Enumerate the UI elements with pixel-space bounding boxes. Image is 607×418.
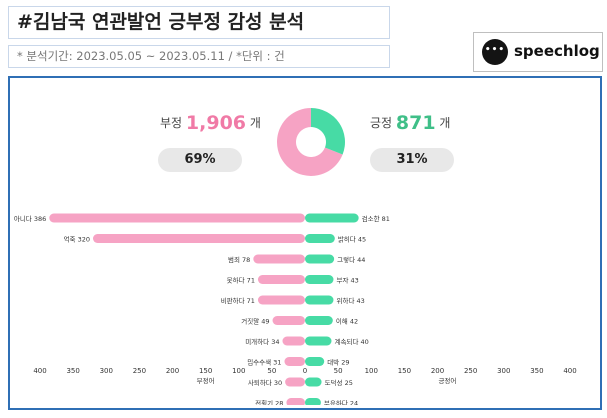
negative-percent-badge: 69% [158,148,242,172]
donut-negative-slice [277,108,343,176]
positive-count: 871 [395,112,436,134]
logo-dots: ••• [484,45,506,55]
sentiment-panel [8,76,602,410]
negative-bar-label: 밉수수색 31 [247,358,281,367]
positive-unit: 개 [439,116,451,130]
x-tick-label-positive: 100 [365,367,378,375]
negative-bar [284,357,305,366]
x-tick-label-negative: 100 [232,367,245,375]
positive-bar [305,336,332,346]
positive-bar [305,213,359,223]
positive-bar-label: 계속되다 40 [335,337,369,346]
positive-label: 긍정 [370,116,393,130]
negative-bar [285,377,305,387]
positive-bar-label: 검소한 81 [362,215,390,223]
positive-bar-label: 밝히다 45 [338,235,366,244]
negative-bar-label: 전횡기 28 [255,399,283,406]
x-tick-label-negative: 50 [267,367,276,375]
x-tick-label-negative: 400 [33,367,46,375]
positive-bar [305,398,321,405]
negative-unit: 개 [249,116,261,130]
negative-bar [286,398,305,405]
positive-percent-badge: 31% [370,148,454,172]
x-axis-label-positive: 긍정어 [438,376,456,385]
x-tick-label-negative: 350 [66,367,79,375]
negative-bar-label: 비판하다 71 [221,296,255,305]
positive-bar-label: 그렇다 44 [337,255,365,264]
x-tick-label-negative: 150 [199,367,212,375]
negative-bar [272,316,305,325]
positive-summary: 긍정 871 개 [370,112,450,134]
x-tick-label-negative: 250 [133,367,146,375]
positive-bar [305,234,335,243]
x-axis-label-negative: 부정어 [197,376,215,385]
donut-positive-slice [311,108,345,155]
speechlog-logo: ••• speechlog [473,32,603,72]
x-tick-label-negative: 200 [166,367,179,375]
negative-bar-label: 범죄 78 [228,255,250,264]
positive-bar [305,295,334,305]
negative-bar [257,275,305,284]
negative-bar-label: 아니다 386 [14,214,46,223]
positive-bar-label: 위하다 43 [336,296,364,305]
negative-bar [93,234,305,243]
analysis-period-note: * 분석기간: 2023.05.05 ~ 2023.05.11 / *단위 : … [8,45,390,68]
positive-bar-label: 도덕성 25 [325,378,353,387]
x-tick-label-negative: 0 [303,367,307,375]
x-tick-label-positive: 150 [398,367,411,375]
positive-bar [305,275,334,284]
positive-bar-label: 대박 29 [327,358,349,367]
negative-count: 1,906 [185,112,247,134]
word-frequency-bar-chart: 아니다 386 억죽 320 범죄 78 못하다 71 비판하다 71 거짓말 49 미개하… [14,213,577,406]
positive-bar-label: 부자 43 [336,276,358,285]
x-tick-label-positive: 350 [530,367,543,375]
logo-text: speechlog [514,42,600,60]
positive-bar-label: 이해 42 [336,317,358,326]
negative-label: 부정 [160,116,183,130]
negative-bar-label: 미개하다 34 [245,337,279,346]
sentiment-donut-chart [277,108,345,176]
negative-bar [49,213,306,223]
speech-bubble-icon: ••• [482,39,508,65]
positive-bar-label: 부유하다 24 [324,399,358,406]
negative-bar [282,336,305,346]
x-tick-label-positive: 250 [464,367,477,375]
page-title: #김남국 연관발언 긍부정 감성 분석 [8,6,390,39]
x-tick-label-positive: 200 [431,367,444,375]
negative-bar [257,295,305,305]
negative-bar [253,254,305,264]
x-tick-label-positive: 300 [497,367,510,375]
x-tick-label-negative: 300 [100,367,113,375]
negative-summary: 부정 1,906 개 [160,112,261,134]
x-tick-label-positive: 400 [563,367,576,375]
negative-bar-label: 사퇴하다 30 [248,378,282,387]
positive-bar [305,316,333,325]
positive-bar [305,377,322,387]
negative-bar-label: 거짓말 49 [241,317,269,326]
negative-bar-label: 못하다 71 [227,276,255,285]
positive-bar [305,357,325,366]
positive-bar [305,254,335,264]
negative-bar-label: 억죽 320 [64,236,90,244]
x-tick-label-positive: 50 [334,367,343,375]
